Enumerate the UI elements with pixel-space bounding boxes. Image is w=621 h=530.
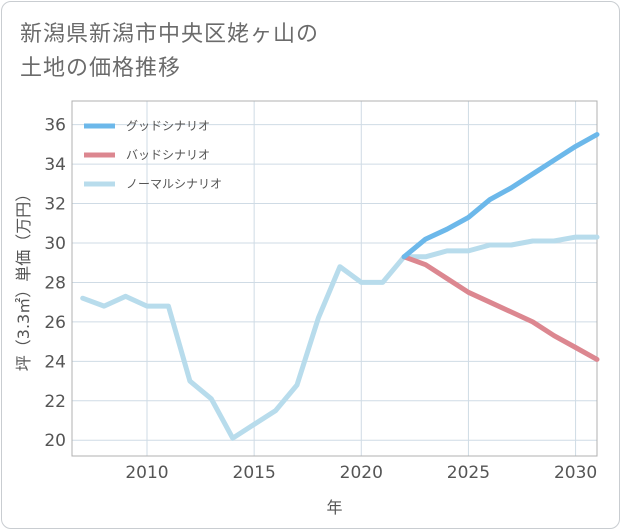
series-lines — [80, 132, 600, 441]
legend-label-1: バッドシナリオ — [126, 148, 210, 162]
y-tick-label-36: 36 — [44, 116, 66, 136]
series-line-1 — [401, 254, 600, 362]
y-tick-labels: 20 22 24 26 28 30 32 34 36 — [44, 116, 66, 452]
chart-title-line-2: 土地の価格推移 — [20, 56, 182, 81]
x-tick-labels: 2010 2015 2020 2025 2030 — [125, 463, 597, 483]
chart-title-line-1: 新潟県新潟市中央区姥ヶ山の — [20, 22, 320, 47]
x-tick-label-2010: 2010 — [125, 463, 168, 483]
legend-label-2: ノーマルシナリオ — [126, 177, 222, 191]
y-axis-title: 坪（3.3㎡）単価（万円） — [14, 186, 33, 371]
x-tick-label-2020: 2020 — [340, 463, 383, 483]
y-tick-label-28: 28 — [44, 273, 66, 293]
y-tick-label-34: 34 — [44, 155, 66, 175]
series-line-0 — [401, 132, 600, 260]
grid-lines — [72, 101, 597, 456]
y-tick-label-20: 20 — [44, 431, 66, 451]
y-tick-label-22: 22 — [44, 392, 66, 412]
x-tick-label-2015: 2015 — [233, 463, 276, 483]
y-tick-label-24: 24 — [44, 352, 66, 372]
plot-area — [71, 100, 598, 457]
series-line-2 — [80, 234, 600, 441]
y-tick-label-26: 26 — [44, 313, 66, 333]
x-tick-label-2025: 2025 — [447, 463, 490, 483]
x-tick-label-2030: 2030 — [554, 463, 597, 483]
y-tick-label-30: 30 — [44, 234, 66, 254]
y-tick-label-32: 32 — [44, 195, 66, 215]
chart-title: 新潟県新潟市中央区姥ヶ山の 土地の価格推移 — [20, 18, 540, 86]
legend-label-0: グッドシナリオ — [126, 119, 210, 133]
x-axis-title: 年 — [326, 498, 342, 517]
